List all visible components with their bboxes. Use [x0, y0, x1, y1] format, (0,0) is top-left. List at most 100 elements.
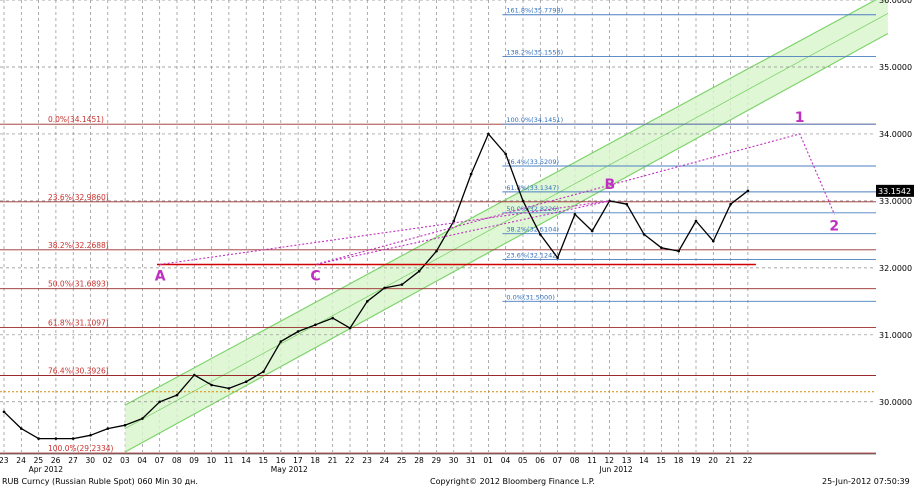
- price-point: [417, 269, 421, 273]
- price-point: [37, 437, 40, 440]
- price-point: [141, 417, 144, 420]
- price-point: [227, 387, 231, 390]
- price-point: [279, 340, 283, 343]
- x-axis-tick-label: 04: [501, 456, 511, 465]
- x-axis-tick-label: 20: [708, 456, 718, 465]
- price-point: [608, 199, 611, 203]
- price-point: [89, 433, 92, 437]
- fib-left-label: 38.2%(32.2688): [48, 241, 109, 250]
- fib-right-label: 138.2%(35.1556): [506, 49, 563, 57]
- fib-right-label: 161.8%(35.7798): [506, 7, 563, 15]
- trend-channel-lower-line: [124, 32, 889, 453]
- trend-channel-mid-line: [124, 13, 889, 429]
- price-point: [175, 393, 179, 397]
- x-axis-tick-label: 02: [103, 456, 113, 465]
- copyright-text: Copyright© 2012 Bloomberg Finance L.P.: [430, 477, 595, 486]
- x-axis-tick-label: 25: [397, 456, 407, 465]
- x-axis-tick-label: 09: [189, 456, 199, 465]
- x-axis-tick-label: 24: [16, 456, 26, 465]
- trend-channel-band: [125, 0, 888, 452]
- x-axis-tick-label: 25: [34, 456, 44, 465]
- price-point: [590, 229, 594, 233]
- price-point: [210, 383, 213, 387]
- x-axis-tick-label: 12: [605, 456, 615, 465]
- x-axis-tick-label: 19: [691, 456, 701, 465]
- price-point: [573, 212, 577, 216]
- price-point: [314, 323, 317, 327]
- price-point: [712, 239, 715, 243]
- price-point: [556, 256, 559, 260]
- x-axis-tick-label: 23: [0, 456, 9, 465]
- x-axis-tick-label: 07: [553, 456, 563, 465]
- x-axis-tick-label: 18: [310, 456, 320, 465]
- last-value-tag: [876, 184, 914, 197]
- x-axis-tick-label: 26: [51, 456, 61, 465]
- price-point: [746, 189, 750, 193]
- fib-right-label: 38.2%(32.5104): [506, 226, 559, 234]
- y-axis-tick-label: 36.0000: [879, 0, 912, 5]
- fib-left-label: 100.0%(29.2334): [48, 444, 114, 453]
- fib-left-label: 61.8%(31.1097): [48, 318, 109, 327]
- price-point: [677, 249, 680, 253]
- price-point: [435, 249, 438, 253]
- fib-right-label: 100.0%(34.1451): [506, 116, 563, 124]
- timestamp: 25-Jun-2012 07:50:39: [822, 477, 910, 486]
- x-axis-tick-label: 23: [362, 456, 372, 465]
- x-axis-tick-label: 30: [449, 456, 459, 465]
- price-point: [244, 380, 248, 383]
- wave-label: 2: [829, 218, 839, 234]
- price-point: [694, 219, 698, 223]
- x-axis-tick-label: 21: [726, 456, 736, 465]
- x-axis-month-label: Apr 2012: [29, 465, 64, 474]
- x-axis-tick-label: 31: [466, 456, 476, 465]
- price-point: [123, 423, 127, 427]
- x-axis-tick-label: 11: [587, 456, 597, 465]
- x-axis-tick-label: 21: [328, 456, 338, 465]
- x-axis-tick-label: 16: [276, 456, 286, 465]
- price-point: [158, 400, 161, 404]
- x-axis-tick-label: 01: [483, 456, 493, 465]
- x-axis-tick-label: 07: [155, 456, 165, 465]
- price-point: [539, 233, 542, 236]
- x-axis-tick-label: 27: [68, 456, 78, 465]
- x-axis-tick-label: 04: [137, 456, 147, 465]
- fib-right-label: 76.4%(33.5209): [506, 158, 559, 166]
- x-axis-tick-label: 05: [518, 456, 528, 465]
- last-value-label: 33.1542: [878, 187, 911, 196]
- x-axis-month-label: May 2012: [271, 465, 308, 474]
- price-line: [3, 133, 749, 440]
- x-axis-tick-label: 13: [622, 456, 632, 465]
- x-axis-tick-label: 08: [172, 456, 182, 465]
- fib-left-label: 0.0%(34.1451): [48, 115, 104, 124]
- price-point: [504, 152, 508, 156]
- x-axis-tick-label: 15: [656, 456, 666, 465]
- price-point: [400, 283, 404, 286]
- price-point: [729, 202, 732, 206]
- x-axis-month-label: Jun 2012: [599, 465, 633, 474]
- price-point: [296, 330, 300, 333]
- price-point: [625, 202, 629, 206]
- x-axis-tick-label: 10: [207, 456, 217, 465]
- price-point: [262, 370, 265, 373]
- x-axis-tick-label: 29: [432, 456, 442, 465]
- fib-right-label: 50.0%(32.8226): [506, 205, 559, 213]
- price-point: [106, 427, 110, 430]
- x-axis-tick-label: 30: [86, 456, 96, 465]
- x-axis-tick-label: 03: [120, 456, 130, 465]
- x-axis-tick-label: 14: [639, 456, 649, 465]
- price-point: [54, 437, 58, 440]
- x-axis-tick-label: 22: [743, 456, 753, 465]
- fib-right-label: 23.6%(32.1242): [506, 252, 559, 260]
- price-point: [71, 437, 75, 440]
- price-point: [642, 233, 646, 236]
- y-axis-tick-label: 31.0000: [879, 331, 912, 340]
- price-point: [660, 246, 663, 250]
- y-axis-tick-label: 34.0000: [879, 130, 912, 139]
- price-point: [452, 219, 456, 223]
- price-point: [331, 316, 335, 320]
- x-axis-tick-label: 11: [224, 456, 234, 465]
- fib-right-label: 61.8%(33.1347): [506, 184, 559, 192]
- y-axis-tick-label: 33.0000: [879, 197, 912, 206]
- price-point: [469, 172, 473, 176]
